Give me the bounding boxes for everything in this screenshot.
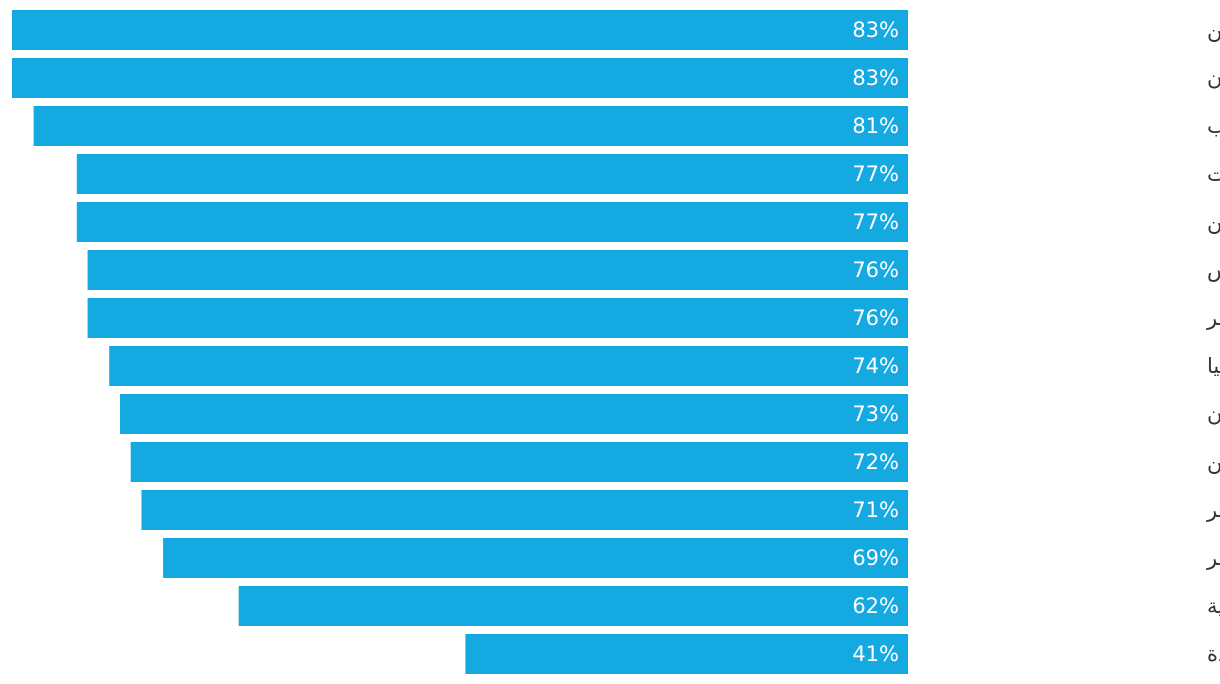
bar [12, 58, 908, 98]
bar [12, 10, 908, 50]
bar-value-label: 77% [852, 162, 899, 186]
bar [120, 394, 908, 434]
bar-row: 77% الكويت [76, 154, 1220, 194]
bar [130, 442, 908, 482]
category-label: لبنان [1207, 402, 1220, 426]
bar [238, 586, 908, 626]
bar-row: 73% لبنان [120, 394, 1220, 434]
bar [87, 298, 909, 338]
bar-row: 69% قطر [163, 538, 1220, 578]
bar-row: 77% فلسطين [76, 202, 1220, 242]
category-label: دولة الإمارات العربية المتحدة [1207, 642, 1220, 666]
bar-row: 81% المغرب [33, 106, 1220, 146]
bar-row: 62% المملكة العربية السعودية [238, 586, 1220, 626]
category-label: فلسطين [1207, 210, 1220, 234]
bar-row: 76% تونس [87, 250, 1220, 290]
bar-value-label: 74% [852, 354, 899, 378]
bar [87, 250, 909, 290]
bar-value-label: 83% [852, 18, 899, 42]
bar-row: 72% اليمن [130, 442, 1220, 482]
bar-row: 83% عمان [12, 58, 1220, 98]
category-label: مصر [1206, 306, 1220, 330]
category-label: تونس [1207, 258, 1220, 282]
bar [465, 634, 908, 674]
bar-value-label: 62% [852, 594, 899, 618]
bar-value-label: 76% [852, 306, 899, 330]
bar-row: 41% دولة الإمارات العربية المتحدة [465, 634, 1220, 674]
bar [163, 538, 909, 578]
bar [76, 202, 909, 242]
bar-row: 83% البحرين [12, 10, 1220, 50]
bar-value-label: 72% [852, 450, 899, 474]
bar-value-label: 41% [852, 642, 899, 666]
bar-value-label: 81% [852, 114, 899, 138]
category-label: البحرين [1207, 18, 1220, 42]
bar-row: 76% مصر [87, 298, 1220, 338]
category-label: الكويت [1207, 162, 1220, 186]
bar-value-label: 73% [852, 402, 899, 426]
bar-row: 74% ليبيا [109, 346, 1220, 386]
category-label: المغرب [1207, 114, 1220, 138]
bar-value-label: 71% [852, 498, 899, 522]
category-label: المملكة العربية السعودية [1207, 594, 1220, 618]
bar-value-label: 83% [852, 66, 899, 90]
bar [109, 346, 908, 386]
category-label: قطر [1206, 546, 1220, 570]
bar [33, 106, 909, 146]
bar-value-label: 77% [852, 210, 899, 234]
bar-row: 71% الجزائر [141, 490, 1220, 530]
category-label: اليمن [1207, 450, 1220, 474]
bar-value-label: 69% [852, 546, 899, 570]
category-label: الجزائر [1206, 498, 1220, 522]
bar-value-label: 76% [852, 258, 899, 282]
category-label: عمان [1207, 66, 1220, 90]
category-label: ليبيا [1207, 354, 1220, 378]
bar [141, 490, 908, 530]
bar [76, 154, 909, 194]
